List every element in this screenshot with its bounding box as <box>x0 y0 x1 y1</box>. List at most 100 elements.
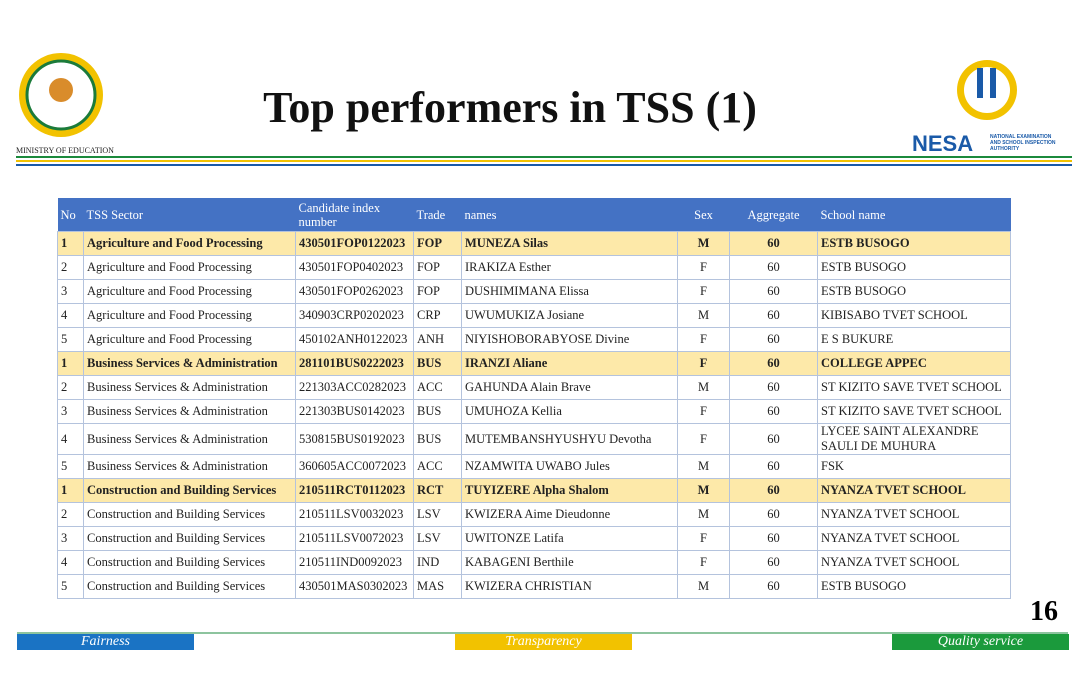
table-row: 2 Business Services & Administration 22130… <box>57 375 1011 400</box>
table-cell: NYANZA TVET SCHOOL <box>817 550 1011 575</box>
table-row: 4 Agriculture and Food Processing 340903CR… <box>57 303 1011 328</box>
table-cell: LYCEE SAINT ALEXANDRE SAULI DE MUHURA <box>817 423 1011 455</box>
table-row: 5 Business Services & Administration 36060… <box>57 454 1011 479</box>
table-cell: F <box>677 255 730 280</box>
table-cell: F <box>677 327 730 352</box>
table-cell: LSV <box>413 502 462 527</box>
table-cell: Construction and Building Services <box>83 526 296 551</box>
table-cell: 5 <box>57 454 84 479</box>
table-cell: BUS <box>413 351 462 376</box>
table-cell: IRAKIZA Esther <box>461 255 678 280</box>
table-cell: M <box>677 478 730 503</box>
table-cell: 210511IND0092023 <box>295 550 414 575</box>
table-cell: MAS <box>413 574 462 599</box>
table-cell: ACC <box>413 454 462 479</box>
table-cell: 2 <box>57 375 84 400</box>
results-table: No TSS Sector Candidate index number Trade n… <box>57 198 1011 599</box>
table-cell: FOP <box>413 279 462 304</box>
table-cell: 450102ANH0122023 <box>295 327 414 352</box>
table-cell: 60 <box>729 526 818 551</box>
table-cell: Business Services & Administration <box>83 375 296 400</box>
table-cell: Agriculture and Food Processing <box>83 231 296 256</box>
table-cell: 2 <box>57 255 84 280</box>
column-header: Trade <box>413 198 462 232</box>
table-cell: MUTEMBANSHYUSHYU Devotha <box>461 423 678 455</box>
table-cell: UWUMUKIZA Josiane <box>461 303 678 328</box>
table-cell: 60 <box>729 327 818 352</box>
table-cell: M <box>677 231 730 256</box>
table-cell: F <box>677 399 730 424</box>
logo-subtext-line: AUTHORITY <box>990 146 1020 152</box>
table-cell: M <box>677 375 730 400</box>
table-cell: Agriculture and Food Processing <box>83 279 296 304</box>
table-cell: 3 <box>57 279 84 304</box>
column-header: Candidate index number <box>295 198 414 232</box>
table-cell: KABAGENI Berthile <box>461 550 678 575</box>
table-cell: 340903CRP0202023 <box>295 303 414 328</box>
table-cell: 60 <box>729 279 818 304</box>
table-cell: M <box>677 454 730 479</box>
footer-label: Transparency <box>455 634 632 650</box>
table-cell: M <box>677 502 730 527</box>
table-cell: Construction and Building Services <box>83 478 296 503</box>
table-cell: 430501FOP0402023 <box>295 255 414 280</box>
table-cell: GAHUNDA Alain Brave <box>461 375 678 400</box>
table-cell: 210511LSV0072023 <box>295 526 414 551</box>
column-header: Aggregate <box>729 198 818 232</box>
table-cell: 60 <box>729 574 818 599</box>
table-cell: 60 <box>729 423 818 455</box>
table-row: 3 Business Services & Administration 22130… <box>57 399 1011 424</box>
table-cell: ESTB BUSOGO <box>817 574 1011 599</box>
table-cell: F <box>677 423 730 455</box>
table-row: 5 Agriculture and Food Processing 450102AN… <box>57 327 1011 352</box>
table-cell: FSK <box>817 454 1011 479</box>
logo-subtext-line: NATIONAL EXAMINATION <box>990 134 1052 140</box>
table-cell: 360605ACC0072023 <box>295 454 414 479</box>
table-cell: Agriculture and Food Processing <box>83 255 296 280</box>
ministry: MINISTRY OF EDUCATION <box>16 146 114 155</box>
table-cell: 1 <box>57 351 84 376</box>
table-cell: 4 <box>57 303 84 328</box>
table-cell: F <box>677 526 730 551</box>
table-cell: Agriculture and Food Processing <box>83 303 296 328</box>
table-cell: 60 <box>729 375 818 400</box>
table-cell: ST KIZITO SAVE TVET SCHOOL <box>817 375 1011 400</box>
table-cell: 60 <box>729 399 818 424</box>
table-cell: 430501MAS0302023 <box>295 574 414 599</box>
column-header: Sex <box>677 198 730 232</box>
table-cell: BUS <box>413 399 462 424</box>
table-cell: 4 <box>57 550 84 575</box>
table-cell: 1 <box>57 478 84 503</box>
table-cell: F <box>677 550 730 575</box>
logo-subtext-line: AND SCHOOL INSPECTION <box>990 140 1056 146</box>
table-cell: RCT <box>413 478 462 503</box>
table-cell: ST KIZITO SAVE TVET SCHOOL <box>817 399 1011 424</box>
table-row: 1 Agriculture and Food Processing 430501FO… <box>57 231 1011 256</box>
table-cell: 2 <box>57 502 84 527</box>
table-cell: IRANZI Aliane <box>461 351 678 376</box>
table-cell: M <box>677 303 730 328</box>
table-cell: 221303ACC0282023 <box>295 375 414 400</box>
table-row: 4 Business Services & Administration 53081… <box>57 423 1011 455</box>
nesa-bar <box>977 68 983 98</box>
table-cell: NYANZA TVET SCHOOL <box>817 526 1011 551</box>
table-cell: 3 <box>57 526 84 551</box>
table-cell: Business Services & Administration <box>83 351 296 376</box>
column-header: No <box>57 198 84 232</box>
table-cell: Agriculture and Food Processing <box>83 327 296 352</box>
table-cell: 1 <box>57 231 84 256</box>
table-cell: UWITONZE Latifa <box>461 526 678 551</box>
table-cell: 60 <box>729 502 818 527</box>
table-cell: 60 <box>729 351 818 376</box>
table-cell: Construction and Building Services <box>83 550 296 575</box>
title: Top performers in TSS (1) <box>263 83 757 132</box>
table-cell: 210511LSV0032023 <box>295 502 414 527</box>
table-cell: KWIZERA Aime Dieudonne <box>461 502 678 527</box>
table-cell: Construction and Building Services <box>83 502 296 527</box>
table-cell: 221303BUS0142023 <box>295 399 414 424</box>
table-cell: 60 <box>729 255 818 280</box>
table-cell: TUYIZERE Alpha Shalom <box>461 478 678 503</box>
table-cell: ACC <box>413 375 462 400</box>
